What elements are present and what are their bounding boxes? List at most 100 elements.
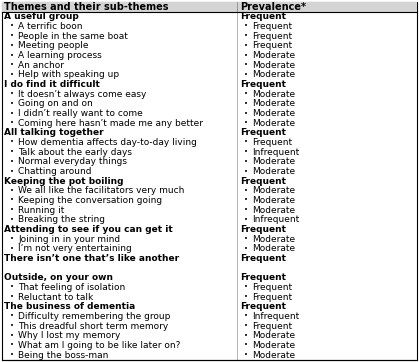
Bar [2,2,417,12]
Text: Infrequent: Infrequent [252,312,299,321]
Text: •: • [244,246,248,252]
Text: •: • [244,110,248,117]
Text: •: • [10,188,14,194]
Text: Frequent: Frequent [240,225,286,234]
Text: Attending to see if you can get it: Attending to see if you can get it [4,225,173,234]
Text: Infrequent: Infrequent [252,148,299,157]
Text: •: • [244,217,248,223]
Text: •: • [244,352,248,358]
Text: An anchor: An anchor [18,61,64,70]
Text: A useful group: A useful group [4,12,79,21]
Text: •: • [10,149,14,155]
Text: Frequent: Frequent [252,22,292,31]
Text: Frequent: Frequent [252,283,292,292]
Text: •: • [10,91,14,97]
Text: Moderate: Moderate [252,167,295,176]
Text: •: • [244,91,248,97]
Text: Keeping the conversation going: Keeping the conversation going [18,196,162,205]
Text: Frequent: Frequent [240,273,286,282]
Text: •: • [244,159,248,165]
Text: Joining in in your mind: Joining in in your mind [18,235,120,244]
Text: Moderate: Moderate [252,157,295,166]
Text: Moderate: Moderate [252,61,295,70]
Text: •: • [10,217,14,223]
Text: Coming here hasn’t made me any better: Coming here hasn’t made me any better [18,119,203,128]
Text: Frequent: Frequent [240,80,286,89]
Text: •: • [10,352,14,358]
Text: Moderate: Moderate [252,331,295,340]
Text: •: • [10,110,14,117]
Text: •: • [10,207,14,213]
Text: Moderate: Moderate [252,196,295,205]
Text: •: • [244,72,248,78]
Text: •: • [244,207,248,213]
Text: Moderate: Moderate [252,206,295,215]
Text: Frequent: Frequent [240,177,286,186]
Text: •: • [10,198,14,203]
Text: •: • [244,139,248,146]
Text: Moderate: Moderate [252,99,295,108]
Text: Difficulty remembering the group: Difficulty remembering the group [18,312,171,321]
Text: Chatting around: Chatting around [18,167,91,176]
Text: Frequent: Frequent [252,31,292,41]
Text: Moderate: Moderate [252,235,295,244]
Text: •: • [244,24,248,29]
Text: Meeting people: Meeting people [18,41,88,50]
Text: •: • [244,120,248,126]
Text: Help with speaking up: Help with speaking up [18,70,119,79]
Text: •: • [244,62,248,68]
Text: •: • [244,342,248,349]
Text: Outside, on your own: Outside, on your own [4,273,113,282]
Text: It doesn’t always come easy: It doesn’t always come easy [18,90,146,99]
Text: •: • [10,246,14,252]
Text: Infrequent: Infrequent [252,215,299,224]
Text: •: • [10,62,14,68]
Text: I do find it difficult: I do find it difficult [4,80,100,89]
Text: •: • [10,72,14,78]
Text: •: • [10,342,14,349]
Text: •: • [10,52,14,59]
Text: Frequent: Frequent [240,129,286,137]
Text: Themes and their sub-themes: Themes and their sub-themes [4,2,168,12]
Text: Frequent: Frequent [252,41,292,50]
Text: Breaking the string: Breaking the string [18,215,105,224]
Text: How dementia affects day-to-day living: How dementia affects day-to-day living [18,138,197,147]
Text: Frequent: Frequent [252,138,292,147]
Text: •: • [244,333,248,339]
Text: Normal everyday things: Normal everyday things [18,157,127,166]
Text: •: • [10,120,14,126]
Text: Moderate: Moderate [252,90,295,99]
Text: Moderate: Moderate [252,341,295,350]
Text: •: • [244,198,248,203]
Text: All talking together: All talking together [4,129,103,137]
Text: Keeping the pot boiling: Keeping the pot boiling [4,177,124,186]
Text: •: • [10,159,14,165]
Text: A terrific boon: A terrific boon [18,22,83,31]
Text: This dreadful short term memory: This dreadful short term memory [18,322,168,331]
Text: •: • [10,313,14,320]
Text: That feeling of isolation: That feeling of isolation [18,283,125,292]
Text: A learning process: A learning process [18,51,102,60]
Text: Frequent: Frequent [240,12,286,21]
Text: Running it: Running it [18,206,65,215]
Text: Moderate: Moderate [252,351,295,360]
Text: •: • [244,285,248,290]
Text: Talk about the early days: Talk about the early days [18,148,132,157]
Text: •: • [244,52,248,59]
Text: •: • [244,188,248,194]
Text: •: • [10,24,14,29]
Text: Moderate: Moderate [252,244,295,253]
Text: •: • [10,323,14,329]
Text: •: • [10,285,14,290]
Text: •: • [244,313,248,320]
Text: •: • [244,149,248,155]
Text: •: • [244,236,248,242]
Text: •: • [244,101,248,107]
Text: People in the same boat: People in the same boat [18,31,128,41]
Text: Why I lost my memory: Why I lost my memory [18,331,120,340]
Text: Frequent: Frequent [240,302,286,311]
Text: Frequent: Frequent [252,292,292,302]
Text: •: • [10,168,14,174]
Text: Moderate: Moderate [252,70,295,79]
Text: Moderate: Moderate [252,109,295,118]
